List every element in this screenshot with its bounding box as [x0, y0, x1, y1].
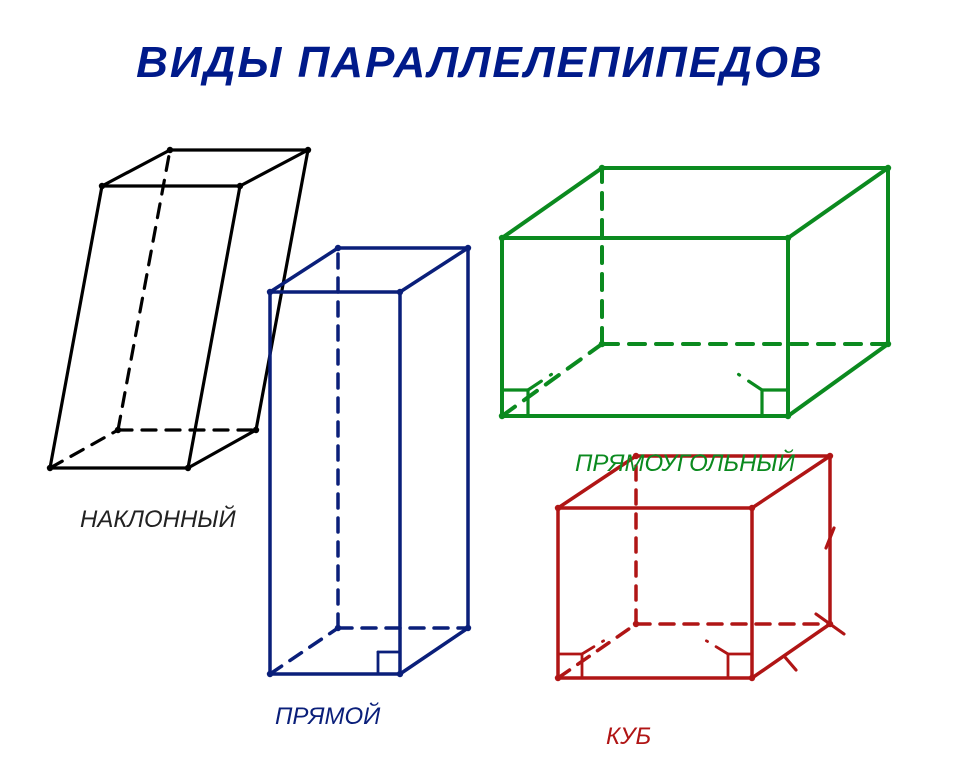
label-right: ПРЯМОЙ	[275, 703, 380, 731]
shapes-svg	[0, 38, 960, 758]
diagram-canvas: ВИДЫ ПАРАЛЛЕЛЕПИПЕДОВ НАКЛОННЫЙ ПРЯМОЙ П…	[0, 38, 960, 758]
label-oblique: НАКЛОННЫЙ	[80, 506, 236, 534]
label-rectangular: ПРЯМОУГОЛЬНЫЙ	[575, 450, 795, 478]
label-cube: КУБ	[606, 723, 651, 751]
